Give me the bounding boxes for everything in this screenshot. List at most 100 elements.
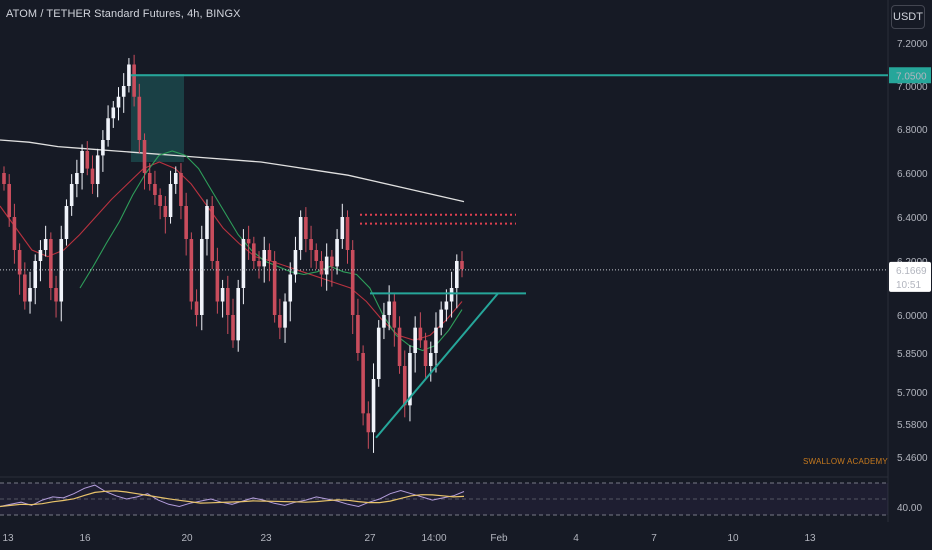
- candle: [147, 163, 152, 191]
- candle: [309, 225, 313, 268]
- candle-body: [2, 173, 6, 184]
- candle: [257, 251, 261, 279]
- price-tick-label: 7.0000: [897, 82, 928, 93]
- candle-body: [12, 217, 17, 250]
- candle-body: [397, 327, 402, 366]
- price-tick-label: 6.4000: [897, 213, 928, 224]
- candle-body: [298, 217, 303, 250]
- candle-body: [38, 250, 43, 261]
- candle: [413, 316, 417, 373]
- candle: [137, 83, 142, 154]
- candle-body: [382, 315, 386, 328]
- candle-body: [402, 366, 407, 406]
- candle: [397, 316, 402, 374]
- candle-body: [137, 96, 142, 140]
- candle-body: [314, 250, 319, 261]
- candle-body: [257, 261, 261, 267]
- candle: [361, 345, 365, 426]
- candle-body: [49, 239, 53, 288]
- candle-body: [423, 340, 428, 366]
- candle-body: [64, 206, 69, 239]
- candle: [95, 148, 100, 198]
- candle: [304, 207, 308, 253]
- candle-body: [220, 288, 225, 302]
- candle: [215, 247, 220, 314]
- candle: [449, 271, 454, 318]
- candle-body: [69, 184, 74, 206]
- candle: [210, 196, 214, 270]
- candle: [132, 54, 136, 107]
- candle-body: [434, 327, 438, 353]
- candle: [111, 101, 116, 128]
- candle-body: [95, 155, 100, 184]
- candle-body: [189, 239, 194, 302]
- candle: [298, 210, 303, 260]
- candle: [231, 298, 235, 348]
- time-tick-label: 13: [2, 533, 14, 544]
- price-tick-label: 6.6000: [897, 169, 928, 180]
- candle: [335, 229, 339, 275]
- candle: [408, 345, 412, 422]
- candle: [173, 166, 178, 194]
- candle-body: [147, 173, 152, 184]
- time-tick-label: 10: [727, 533, 739, 544]
- candle: [163, 196, 168, 234]
- candle: [85, 141, 90, 176]
- candle-body: [225, 288, 230, 315]
- candle: [64, 199, 69, 246]
- candle-body: [210, 206, 214, 261]
- candle-body: [439, 309, 443, 328]
- candle-body: [324, 256, 329, 275]
- candle-body: [413, 327, 417, 353]
- candle: [189, 232, 194, 310]
- candle-body: [376, 327, 381, 379]
- candle-body: [106, 118, 110, 140]
- candle: [142, 133, 147, 190]
- price-tick-label: 7.2000: [897, 39, 928, 50]
- candle-body: [366, 413, 371, 433]
- candle: [199, 225, 204, 331]
- candle: [252, 236, 256, 270]
- candle-body: [236, 288, 241, 341]
- price-tick-label: 5.5800: [897, 420, 928, 431]
- price-tick-label: 6.0000: [897, 311, 928, 322]
- candle-body: [163, 206, 168, 217]
- candle-body: [309, 239, 313, 250]
- candle-body: [28, 288, 32, 302]
- candle-body: [345, 217, 350, 250]
- candle-body: [387, 301, 391, 315]
- countdown-label: 10:51: [896, 280, 921, 291]
- candle: [54, 275, 58, 318]
- candle: [340, 203, 345, 249]
- rsi-tick-label: 40.00: [897, 503, 922, 514]
- candle: [272, 251, 277, 323]
- candle-body: [90, 168, 95, 184]
- candle-body: [371, 379, 376, 433]
- candle-body: [184, 206, 188, 239]
- candle-body: [158, 195, 162, 206]
- current-price-label: 6.1669: [896, 266, 927, 277]
- price-tick-label: 5.7000: [897, 388, 928, 399]
- candle: [434, 312, 438, 373]
- chart-title: ATOM / TETHER Standard Futures, 4h, BING…: [6, 8, 241, 20]
- candle-body: [330, 256, 334, 267]
- candle-body: [293, 250, 298, 275]
- candle: [371, 363, 376, 453]
- candle: [225, 275, 230, 334]
- candle-body: [17, 250, 22, 275]
- candle: [179, 163, 183, 220]
- candle: [288, 262, 293, 322]
- candle-body: [418, 327, 423, 341]
- candle: [366, 401, 371, 449]
- candle: [168, 170, 173, 224]
- candle: [90, 155, 95, 194]
- candle-body: [460, 261, 464, 270]
- currency-button[interactable]: USDT: [891, 5, 925, 29]
- candle: [59, 225, 64, 322]
- candle: [324, 243, 329, 291]
- candle: [376, 320, 381, 387]
- candle-body: [356, 315, 360, 353]
- candle: [205, 199, 209, 256]
